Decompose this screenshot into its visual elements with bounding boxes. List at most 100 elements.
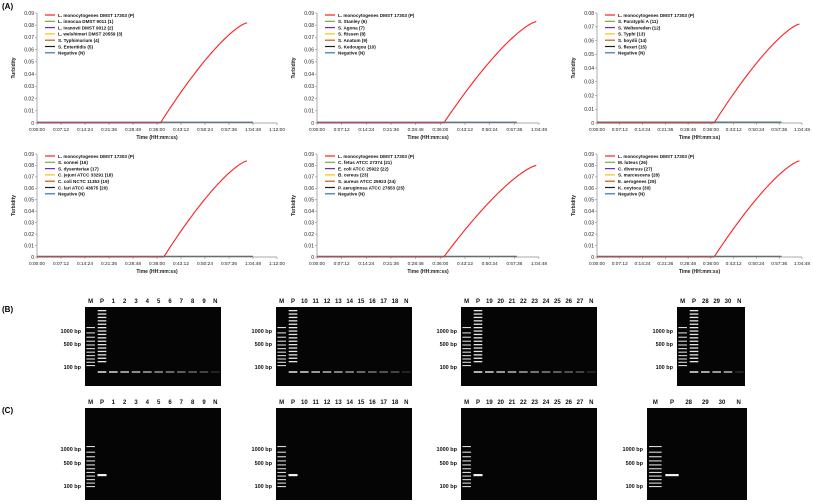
x-tick-label: 0:21:36: [383, 261, 399, 267]
lane-label: 15: [358, 400, 365, 406]
primer-band: [322, 371, 332, 373]
legend-label: S. Paratyphi A (11): [618, 19, 658, 24]
lane-label: 28: [702, 299, 709, 305]
x-tick-label: 0:14:24: [635, 261, 651, 267]
lane-label: M: [464, 299, 469, 305]
y-tick-label: 0.03: [24, 220, 34, 226]
y-tick-label: 0.03: [304, 220, 314, 226]
lamp-band: [288, 347, 298, 349]
lamp-band: [97, 320, 107, 322]
y-axis-title: Turbidity: [291, 57, 297, 78]
y-tick-label: 0.01: [304, 109, 314, 115]
lamp-band: [473, 313, 483, 315]
marker-band: [462, 348, 471, 350]
x-tick-label: 0:50:24: [197, 261, 213, 267]
lamp-band: [473, 330, 483, 332]
legend-label: S. Enteritidis (5): [58, 44, 93, 49]
x-axis-title: Time (HH:mm:ss): [679, 269, 721, 275]
x-tick-label: 0:21:36: [657, 127, 673, 133]
x-tick-label: 0:50:24: [748, 127, 764, 133]
lamp-band: [97, 310, 107, 312]
marker-band: [86, 340, 95, 342]
lamp-band: [473, 333, 483, 336]
x-axis-title: Time (HH:mm:ss): [136, 269, 178, 275]
y-axis-title: Turbidity: [11, 195, 17, 216]
lamp-band: [97, 330, 107, 332]
lamp-band: [288, 327, 298, 329]
gel-background: [85, 408, 221, 500]
lane-label: 4: [146, 400, 150, 406]
marker-band: [649, 471, 662, 474]
pcr-band: [288, 474, 298, 477]
lamp-band: [97, 354, 107, 356]
marker-band: [462, 456, 471, 458]
legend-label: K. oxytoca (30): [618, 185, 651, 190]
size-label: 100 bp: [626, 484, 644, 490]
lamp-band: [689, 327, 699, 329]
marker-band: [86, 460, 95, 462]
marker-band: [86, 486, 95, 488]
x-tick-label: 0:28:48: [408, 127, 424, 133]
marker-band: [678, 340, 687, 342]
lane-label: 25: [554, 299, 561, 305]
legend-label: Negative (N): [618, 192, 645, 197]
size-label: 100 bp: [440, 365, 458, 371]
y-tick-label: 0: [591, 255, 594, 261]
primer-band: [402, 371, 411, 373]
y-tick-label: 0.09: [584, 152, 594, 158]
lane-label: 13: [335, 400, 342, 406]
marker-band: [277, 479, 286, 481]
marker-band: [462, 468, 471, 470]
y-tick-label: 0.05: [24, 60, 34, 66]
lamp-band: [97, 327, 107, 329]
y-tick-label: 0: [31, 121, 34, 127]
lane-label: 15: [358, 299, 365, 305]
y-tick-label: 0.07: [584, 25, 594, 31]
marker-band: [86, 471, 95, 474]
x-tick-label: 0:57:36: [221, 127, 237, 133]
lamp-band: [288, 313, 298, 315]
marker-band: [86, 475, 95, 477]
x-axis-title: Time (HH:mm:ss): [407, 135, 449, 141]
lamp-band: [473, 340, 483, 342]
marker-band: [86, 336, 95, 338]
size-label: 100 bp: [656, 365, 674, 371]
x-tick-label: 0:36:00: [432, 127, 448, 133]
lamp-band: [288, 333, 298, 336]
lamp-band: [473, 361, 483, 363]
lamp-band: [288, 340, 298, 342]
y-tick-label: 0.04: [584, 66, 594, 72]
y-tick-label: 0.08: [584, 163, 594, 169]
marker-band: [86, 482, 95, 484]
legend-label: L. innocua DMST 9011 (1): [58, 19, 114, 24]
legend-label: C. diversus (27): [618, 166, 653, 171]
turbidity-chart-4: 0 0.01 0.02 0.03 0.04 0.05 0.06 0.07 0.08 0.09 0:0…: [11, 152, 285, 275]
y-tick-label: 0.03: [304, 84, 314, 90]
lane-label: 22: [520, 400, 527, 406]
x-tick-label: 0:36:00: [149, 127, 165, 133]
y-tick-label: 0.02: [24, 232, 34, 238]
lane-label: N: [404, 299, 408, 305]
gel-c-3: M P 19 20 21 22 23 24 25 26 27 N 1000 bp 500 bp 100 bp: [437, 400, 597, 500]
legend-label: S. flexeri (15): [618, 44, 647, 49]
lamp-band: [288, 350, 298, 353]
series-line: [37, 160, 248, 258]
y-tick-label: 0.07: [24, 35, 34, 41]
primer-band: [154, 371, 163, 373]
gel-b-1: M P 1 2 3 4 5 6 7 8 9 N 1000 bp 500 bp 100 bp: [61, 299, 221, 386]
x-tick-label: 0:28:48: [680, 127, 696, 133]
primer-band: [701, 371, 710, 373]
lamp-band: [689, 350, 699, 353]
x-tick-label: 0:07:12: [334, 261, 350, 267]
marker-band: [277, 446, 286, 448]
legend-label: S. Typhi (13): [618, 32, 645, 37]
lane-label: 26: [565, 299, 572, 305]
lamp-band: [288, 330, 298, 332]
lane-label: N: [736, 400, 740, 406]
pcr-band: [665, 474, 679, 477]
y-tick-label: 0.05: [24, 198, 34, 204]
primer-band: [723, 371, 733, 373]
y-axis-title: Turbidity: [291, 195, 297, 216]
y-tick-label: 0.06: [584, 186, 594, 192]
lane-label: 18: [392, 299, 399, 305]
